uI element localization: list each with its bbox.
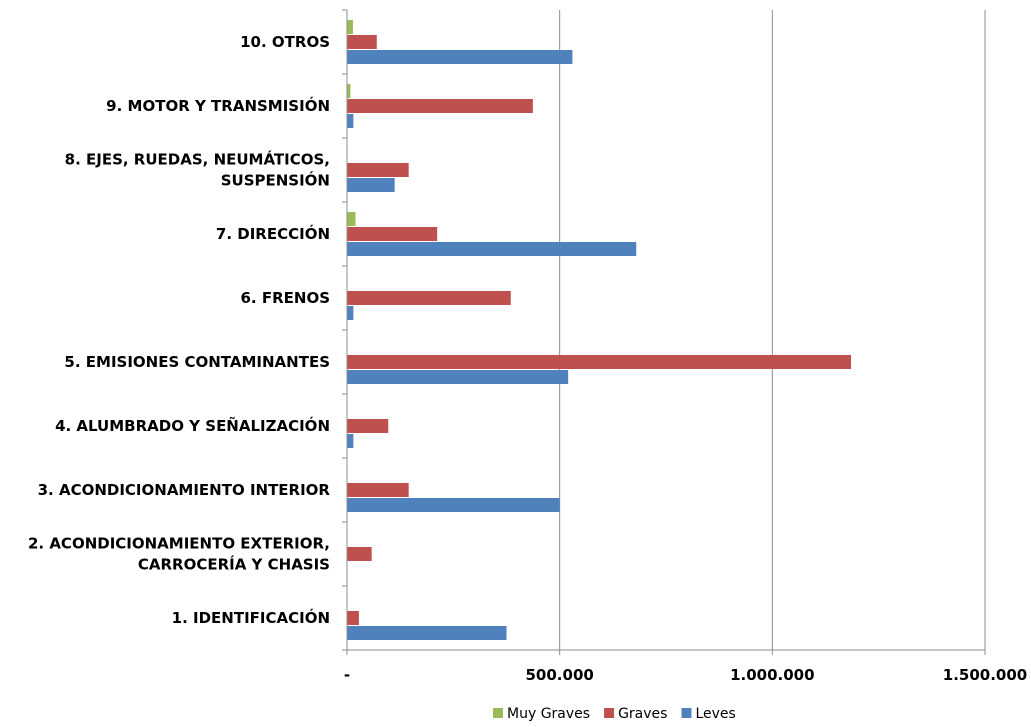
legend-label-leves: Leves (695, 706, 735, 722)
category-label-6: 6. FRENOS (240, 289, 330, 307)
legend-label-graves: Graves (618, 706, 667, 722)
bars (347, 20, 852, 640)
category-label-5: 5. EMISIONES CONTAMINANTES (64, 353, 330, 371)
legend-swatch-leves (681, 708, 692, 718)
bar-muy-graves-7 (347, 212, 356, 226)
x-tick-label-1: 500.000 (526, 666, 594, 684)
bar-muy-graves-10 (347, 20, 353, 34)
category-labels: 1. IDENTIFICACIÓN 2. ACONDICIONAMIENTO EX… (28, 33, 330, 627)
bar-leves-4 (347, 434, 354, 448)
x-tick-label-2: 1.000.000 (730, 666, 814, 684)
axes (342, 9, 986, 655)
bar-graves-9 (347, 99, 533, 113)
legend: Muy Graves Graves Leves (493, 706, 736, 722)
bar-graves-8 (347, 163, 409, 177)
x-tick-label-0: - (344, 666, 350, 684)
legend-swatch-muy-graves (493, 708, 503, 718)
tick-labels: - 500.000 1.000.000 1.500.000 (344, 666, 1027, 684)
bar-graves-1 (347, 611, 359, 625)
category-label-2-line-1: 2. ACONDICIONAMIENTO EXTERIOR, (28, 535, 330, 553)
bar-leves-6 (347, 306, 354, 320)
category-label-8-line-1: 8. EJES, RUEDAS, NEUMÁTICOS, (65, 150, 330, 169)
category-label-9: 9. MOTOR Y TRANSMISIÓN (106, 96, 330, 115)
x-tick-label-3: 1.500.000 (943, 666, 1027, 684)
bar-muy-graves-9 (347, 84, 351, 98)
legend-swatch-graves (604, 708, 615, 718)
bar-graves-6 (347, 291, 511, 305)
bar-leves-8 (347, 178, 395, 192)
category-label-2-line-2: CARROCERÍA Y CHASIS (138, 555, 330, 574)
bar-graves-7 (347, 227, 438, 241)
bar-graves-4 (347, 419, 389, 433)
category-label-7: 7. DIRECCIÓN (216, 224, 330, 243)
category-label-10: 10. OTROS (240, 33, 330, 51)
category-label-3: 3. ACONDICIONAMIENTO INTERIOR (38, 481, 331, 499)
bar-leves-10 (347, 50, 573, 64)
bar-graves-5 (347, 355, 852, 369)
category-label-1: 1. IDENTIFICACIÓN (172, 608, 330, 627)
bar-leves-9 (347, 114, 354, 128)
bar-leves-1 (347, 626, 507, 640)
bar-graves-10 (347, 35, 377, 49)
bar-graves-2 (347, 547, 372, 561)
bar-leves-3 (347, 498, 560, 512)
category-label-8-line-2: SUSPENSIÓN (221, 171, 330, 190)
category-label-4: 4. ALUMBRADO Y SEÑALIZACIÓN (55, 416, 330, 435)
legend-label-muy-graves: Muy Graves (507, 706, 590, 722)
bar-graves-3 (347, 483, 409, 497)
bar-leves-5 (347, 370, 569, 384)
gridlines (559, 10, 986, 650)
bar-leves-7 (347, 242, 637, 256)
